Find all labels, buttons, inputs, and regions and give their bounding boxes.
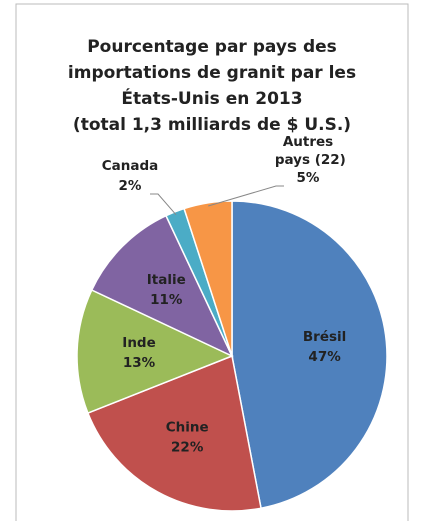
pie-slice [86,354,262,512]
category-label: Autres pays (22) [270,134,346,168]
chart-title: (total 1,3 milliards de $ U.S.) [73,115,351,135]
leader-line [150,193,177,216]
category-label: Brésil [303,329,346,345]
pie-slice [183,200,233,357]
value-label: 22% [171,439,204,455]
category-label: Inde [122,335,155,351]
chart-title: États-Unis en 2013 [121,87,302,109]
category-label: Chine [166,419,209,435]
value-label: 47% [308,349,341,365]
category-label: Italie [147,272,186,288]
pie-slice [90,214,234,358]
pie-slice [76,289,234,415]
category-label: Canada [102,158,159,174]
chart-title: importations de granit par les [68,63,356,83]
pie-slice [231,200,388,510]
value-label: 13% [123,355,156,371]
leader-line [208,185,284,207]
value-label: 2% [119,178,142,194]
label-line: pays (22) [270,152,346,168]
value-label: 5% [297,170,320,186]
chart-title: Pourcentage par pays des [87,37,337,57]
label-line: Autres [283,134,333,150]
value-label: 11% [150,292,183,308]
